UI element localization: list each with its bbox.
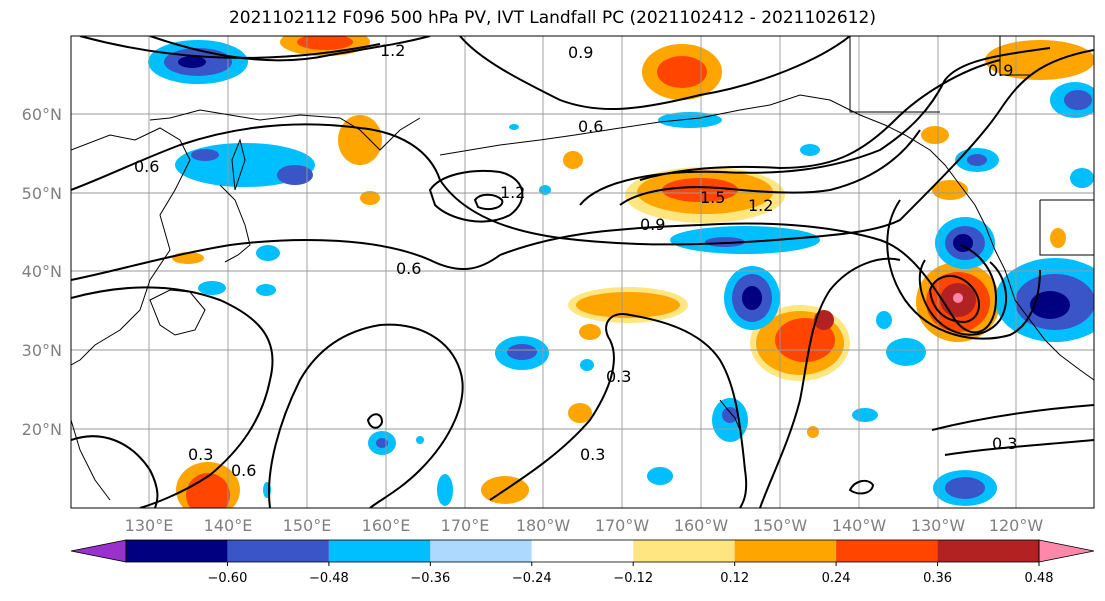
coastlines bbox=[71, 36, 1094, 501]
pc-shading bbox=[148, 36, 1094, 508]
lat-label: 20°N bbox=[22, 420, 62, 439]
contour-label: 0.6 bbox=[134, 157, 159, 176]
lon-label: 140°W bbox=[832, 516, 887, 535]
colorbar-segment bbox=[328, 540, 431, 562]
colorbar-extend-max bbox=[1038, 539, 1095, 563]
contour-label: 0.9 bbox=[988, 61, 1013, 80]
lon-label: 160°W bbox=[674, 516, 729, 535]
map-title: 2021102112 F096 500 hPa PV, IVT Landfall… bbox=[228, 8, 876, 28]
colorbar: −0.60 −0.48 −0.36 −0.24 −0.12 0.12 0.24 0.36 0.4… bbox=[70, 539, 1095, 586]
colorbar-tick-label: −0.12 bbox=[613, 571, 653, 586]
colorbar-extend-min bbox=[70, 539, 127, 563]
contour-label: 0.6 bbox=[231, 461, 256, 480]
colorbar-tick-label: 0.36 bbox=[923, 571, 952, 586]
colorbar-tick-label: 0.12 bbox=[720, 571, 749, 586]
colorbar-segment bbox=[734, 540, 837, 562]
colorbar-border bbox=[125, 539, 1040, 563]
lon-label: 170°W bbox=[595, 516, 650, 535]
colorbar-tick-label: −0.36 bbox=[410, 571, 450, 586]
lon-label: 120°W bbox=[989, 516, 1044, 535]
lon-label: 130°E bbox=[125, 516, 174, 535]
lat-label: 40°N bbox=[22, 262, 62, 281]
contour-label: 0.3 bbox=[606, 367, 631, 386]
contour-label: 0.3 bbox=[580, 445, 605, 464]
contour-label: 1.2 bbox=[748, 196, 773, 215]
colorbar-tick-label: 0.24 bbox=[822, 571, 851, 586]
lat-label: 60°N bbox=[22, 105, 62, 124]
colorbar-tick-label: −0.48 bbox=[309, 571, 349, 586]
map-plot-area: 1.2 0.9 0.9 0.6 0.6 1.2 1.5 1.2 0.9 0.6 … bbox=[71, 36, 1094, 508]
colorbar-tick-label: 0.48 bbox=[1025, 571, 1054, 586]
latitude-labels: 20°N 30°N 40°N 50°N 60°N bbox=[22, 105, 62, 439]
contour-label: 1.2 bbox=[380, 41, 405, 60]
lon-label: 140°E bbox=[204, 516, 253, 535]
contour-label: 0.6 bbox=[578, 117, 603, 136]
colorbar-segment bbox=[531, 540, 634, 562]
lon-label: 130°W bbox=[911, 516, 966, 535]
colorbar-segment bbox=[633, 540, 735, 562]
lon-label: 150°W bbox=[753, 516, 808, 535]
lon-label: 180°W bbox=[516, 516, 571, 535]
lon-label: 160°E bbox=[362, 516, 411, 535]
colorbar-segment bbox=[430, 540, 532, 562]
colorbar-segment bbox=[836, 540, 938, 562]
contour-label: 1.2 bbox=[500, 183, 525, 202]
colorbar-segment bbox=[937, 540, 1039, 562]
map-frame bbox=[70, 35, 1095, 509]
colorbar-segment bbox=[126, 540, 228, 562]
lat-label: 50°N bbox=[22, 184, 62, 203]
colorbar-tick-label: −0.60 bbox=[208, 571, 248, 586]
longitude-labels: 130°E 140°E 150°E 160°E 170°E 180°W 170°… bbox=[125, 516, 1044, 535]
pv-contours bbox=[71, 36, 1094, 508]
lon-label: 150°E bbox=[283, 516, 332, 535]
contour-label: 0.9 bbox=[568, 43, 593, 62]
colorbar-tick-label: −0.24 bbox=[512, 571, 552, 586]
contour-label: 1.5 bbox=[700, 188, 725, 207]
lon-label: 170°E bbox=[441, 516, 490, 535]
lat-label: 30°N bbox=[22, 341, 62, 360]
colorbar-segment bbox=[227, 540, 329, 562]
contour-label: 0.3 bbox=[188, 445, 213, 464]
contour-labels: 1.2 0.9 0.9 0.6 0.6 1.2 1.5 1.2 0.9 0.6 … bbox=[134, 41, 1017, 480]
contour-label: 0.6 bbox=[396, 259, 421, 278]
contour-label: 0.3 bbox=[992, 434, 1017, 453]
contour-label: 0.9 bbox=[640, 215, 665, 234]
